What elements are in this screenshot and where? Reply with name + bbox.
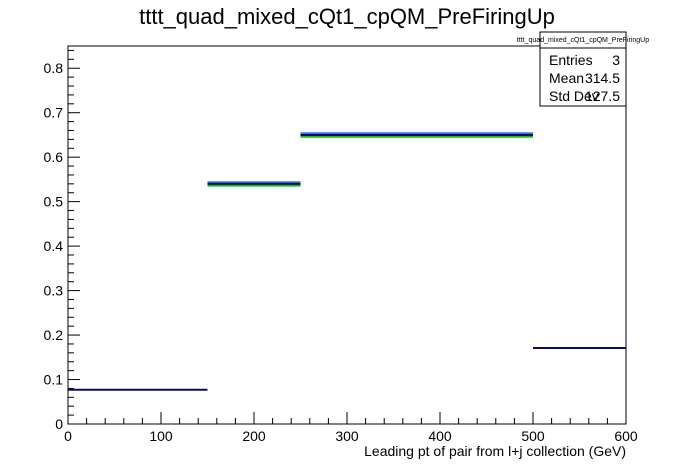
y-tick-label: 0.7 [44, 105, 64, 121]
x-tick-label: 500 [521, 428, 545, 444]
stats-row-value: 3 [612, 52, 620, 68]
chart-title: tttt_quad_mixed_cQt1_cpQM_PreFiringUp [139, 4, 555, 29]
x-tick-label: 0 [64, 428, 72, 444]
y-tick-label: 0.4 [44, 238, 64, 254]
y-tick-label: 0.5 [44, 194, 64, 210]
y-tick-label: 0.1 [44, 372, 64, 388]
stats-box: tttt_quad_mixed_cQt1_cpQM_PreFiringUp En… [517, 31, 649, 107]
x-tick-label: 400 [428, 428, 452, 444]
stats-row-value: 127.5 [585, 88, 620, 104]
y-tick-label: 0.6 [44, 149, 64, 165]
stats-box-title: tttt_quad_mixed_cQt1_cpQM_PreFiringUp [517, 37, 649, 44]
y-axis: 0 0.1 0.2 0.3 0.4 0.5 0.6 0.7 0.8 [44, 49, 80, 432]
x-tick-label: 200 [242, 428, 266, 444]
y-tick-label: 0.8 [44, 60, 64, 76]
histogram-bins [68, 132, 626, 391]
y-tick-label: 0 [55, 416, 63, 432]
x-axis: 0 100 200 300 400 500 600 [64, 412, 638, 444]
x-tick-label: 600 [614, 428, 638, 444]
x-tick-label: 100 [149, 428, 173, 444]
stats-row-label: Std Dev [549, 88, 599, 104]
stats-row-value: 314.5 [585, 70, 620, 86]
y-tick-label: 0.3 [44, 283, 64, 299]
y-tick-label: 0.2 [44, 327, 64, 343]
x-tick-label: 300 [335, 428, 359, 444]
x-axis-label: Leading pt of pair from l+j collection (… [364, 443, 626, 459]
stats-box-frame [539, 31, 627, 107]
stats-row-label: Mean [549, 70, 584, 86]
stats-row-label: Entries [549, 52, 593, 68]
